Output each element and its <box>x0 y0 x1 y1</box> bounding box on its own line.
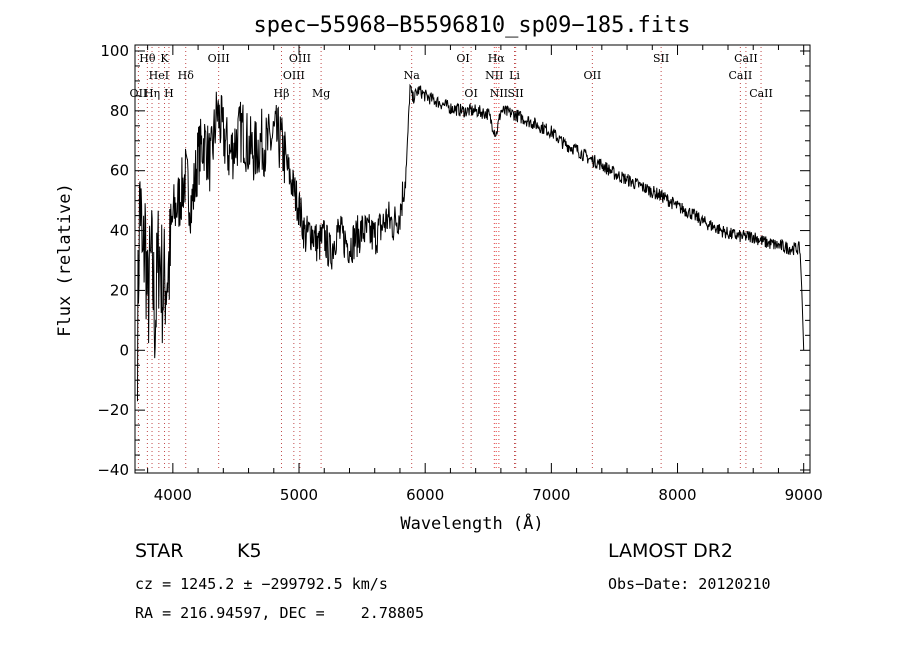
line-label-23: CaII <box>729 69 753 82</box>
line-label-3: Hδ <box>178 69 195 82</box>
x-tick-label-3: 7000 <box>532 486 570 504</box>
line-label-7: OIII <box>208 52 230 65</box>
line-label-4: OII <box>130 87 148 100</box>
line-label-18: NII <box>490 87 508 100</box>
line-label-6: H <box>164 87 174 100</box>
redshift-velocity: cz = 1245.2 ± −299792.5 km/s <box>135 575 388 593</box>
x-tick-label-2: 6000 <box>406 486 444 504</box>
line-label-11: Mg <box>312 87 330 100</box>
y-tick-label-7: 100 <box>100 42 129 60</box>
line-label-17: Li <box>509 69 520 82</box>
y-axis: −40 −20 0 20 40 60 80 100 <box>97 42 810 479</box>
y-tick-label-1: −20 <box>97 401 129 419</box>
x-tick-label-0: 4000 <box>154 486 192 504</box>
x-axis: 4000 5000 6000 7000 8000 9000 <box>147 45 823 504</box>
y-tick-label-0: −40 <box>97 461 129 479</box>
chart-title: spec−55968−B5596810_sp09−185.fits <box>253 13 690 38</box>
y-tick-label-2: 0 <box>119 341 129 359</box>
line-label-1: K <box>160 52 169 65</box>
plot-frame <box>134 44 811 474</box>
spectrum-line <box>137 83 805 402</box>
line-label-19: SII <box>508 87 524 100</box>
y-axis-label: Flux (relative) <box>55 183 75 337</box>
x-tick-label-5: 9000 <box>785 486 823 504</box>
line-label-24: CaII <box>749 87 773 100</box>
line-label-9: OIII <box>283 69 305 82</box>
line-label-20: OII <box>584 69 602 82</box>
x-tick-label-4: 8000 <box>658 486 696 504</box>
object-class: STAR <box>135 540 184 562</box>
line-label-16: NII <box>485 69 503 82</box>
line-label-8: OIII <box>289 52 311 65</box>
line-label-0: Hθ <box>139 52 156 65</box>
y-tick-label-5: 60 <box>110 162 129 180</box>
object-subclass: K5 <box>237 540 262 562</box>
line-label-13: OI <box>456 52 469 65</box>
x-axis-label: Wavelength (Å) <box>400 512 543 534</box>
line-label-15: Hα <box>488 52 506 65</box>
sky-coordinates: RA = 216.94597, DEC = 2.78805 <box>135 604 424 622</box>
survey-name: LAMOST DR2 <box>608 540 733 562</box>
line-label-21: SII <box>653 52 669 65</box>
y-tick-label-4: 40 <box>110 222 129 240</box>
y-tick-label-3: 20 <box>110 281 129 299</box>
line-label-2: HeI <box>149 69 169 82</box>
line-label-14: OI <box>464 87 477 100</box>
line-label-10: Hβ <box>274 87 290 100</box>
line-label-5: Hη <box>144 87 160 100</box>
line-label-22: CaII <box>734 52 758 65</box>
x-tick-label-1: 5000 <box>280 486 318 504</box>
y-tick-label-6: 80 <box>110 102 129 120</box>
observation-date: Obs−Date: 20120210 <box>608 575 771 593</box>
line-label-12: Na <box>404 69 421 82</box>
